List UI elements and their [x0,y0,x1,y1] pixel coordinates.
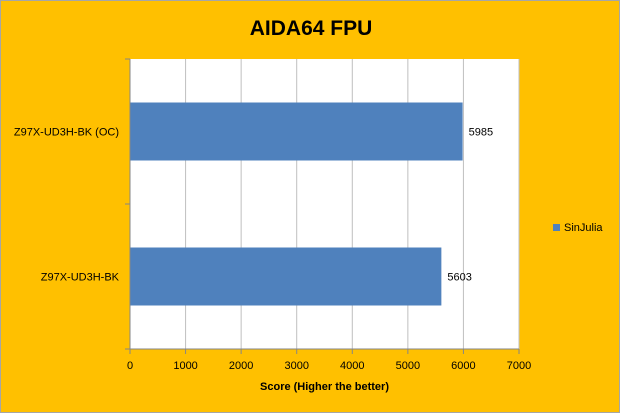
x-tick-label: 0 [127,360,133,372]
x-tick-label: 7000 [507,360,531,372]
data-label: 5603 [447,272,471,284]
x-axis-title: Score (Higher the better) [260,381,389,393]
data-labels: 5985 5603 [447,127,493,284]
x-tick-label: 5000 [396,360,420,372]
y-tick-label: Z97X-UD3H-BK [41,272,120,284]
y-tick-label: Z97X-UD3H-BK (OC) [14,127,119,139]
x-tick-label: 2000 [229,360,253,372]
legend: SinJulia [553,222,603,234]
bar [130,102,463,161]
bar [130,247,442,306]
chart-title: AIDA64 FPU [250,17,373,40]
legend-label: SinJulia [564,222,603,234]
x-tick-label: 6000 [451,360,475,372]
data-label: 5985 [469,127,493,139]
x-tick-label: 4000 [340,360,364,372]
x-tick-label: 1000 [173,360,197,372]
x-tick-label: 3000 [284,360,308,372]
x-tick-labels: 0 1000 2000 3000 4000 5000 6000 7000 [127,360,531,372]
axes [125,58,520,354]
bars [130,102,463,306]
y-tick-labels: Z97X-UD3H-BK (OC) Z97X-UD3H-BK [14,127,120,284]
legend-swatch [553,224,560,231]
